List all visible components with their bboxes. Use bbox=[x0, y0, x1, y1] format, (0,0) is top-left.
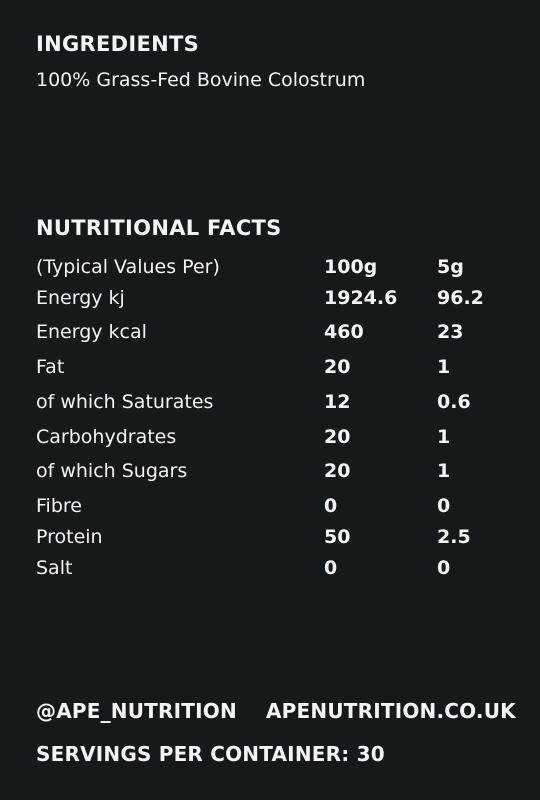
nutrition-row-per-100g: 20 bbox=[324, 356, 351, 378]
nutrition-row-label: Fibre bbox=[36, 495, 82, 517]
website-url: APENUTRITION.CO.UK bbox=[266, 699, 516, 723]
nutrition-row-per-100g: 20 bbox=[324, 426, 351, 448]
nutrition-row-per-100g: 50 bbox=[324, 526, 351, 548]
ingredients-heading: INGREDIENTS bbox=[36, 32, 200, 56]
nutrition-row-per-100g: 20 bbox=[324, 460, 351, 482]
nutrition-row-per-serving: 23 bbox=[437, 321, 464, 343]
nutrition-row-label: Salt bbox=[36, 557, 73, 579]
nutrition-row-label: Carbohydrates bbox=[36, 426, 177, 448]
nutrition-header-per-100g: 100g bbox=[324, 256, 378, 278]
nutrition-row-per-serving: 1 bbox=[437, 356, 451, 378]
nutrition-row-per-serving: 0 bbox=[437, 557, 451, 579]
nutrition-header-per-serving: 5g bbox=[437, 256, 464, 278]
social-handle: @APE_NUTRITION bbox=[36, 699, 237, 723]
ingredients-text: 100% Grass-Fed Bovine Colostrum bbox=[36, 69, 366, 91]
nutrition-row-label: Energy kcal bbox=[36, 321, 147, 343]
nutrition-row-per-serving: 0.6 bbox=[437, 391, 471, 413]
nutrition-row-per-100g: 12 bbox=[324, 391, 351, 413]
nutrition-row-per-serving: 0 bbox=[437, 495, 451, 517]
nutrition-row-label: of which Saturates bbox=[36, 391, 214, 413]
nutrition-row-label: of which Sugars bbox=[36, 460, 188, 482]
nutrition-row-label: Protein bbox=[36, 526, 103, 548]
nutrition-row-label: Energy kj bbox=[36, 287, 125, 309]
nutrition-row-per-100g: 1924.6 bbox=[324, 287, 398, 309]
servings-per-container: SERVINGS PER CONTAINER: 30 bbox=[36, 742, 385, 766]
nutrition-row-per-100g: 0 bbox=[324, 495, 338, 517]
nutrition-row-label: Fat bbox=[36, 356, 65, 378]
nutrition-row-per-serving: 1 bbox=[437, 460, 451, 482]
nutrition-row-per-100g: 0 bbox=[324, 557, 338, 579]
nutrition-header-label: (Typical Values Per) bbox=[36, 256, 220, 278]
nutrition-row-per-serving: 96.2 bbox=[437, 287, 484, 309]
nutrition-row-per-serving: 2.5 bbox=[437, 526, 471, 548]
nutrition-row-per-serving: 1 bbox=[437, 426, 451, 448]
nutrition-row-per-100g: 460 bbox=[324, 321, 364, 343]
nutrition-heading: NUTRITIONAL FACTS bbox=[36, 216, 282, 240]
